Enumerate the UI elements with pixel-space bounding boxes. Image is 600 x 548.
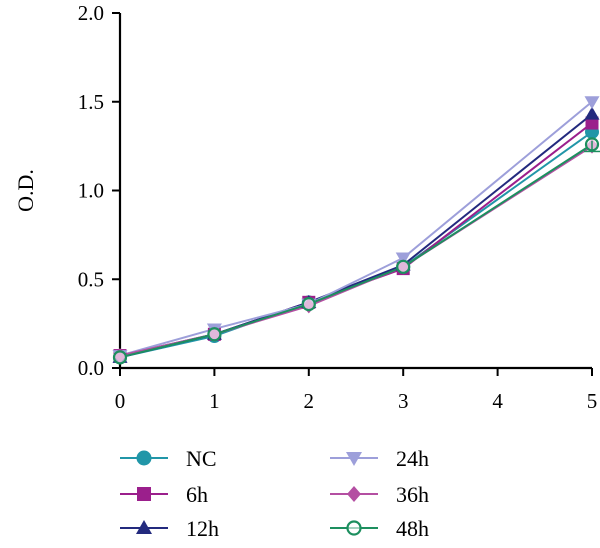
x-tick-label: 3 bbox=[398, 389, 409, 413]
series-markers-12h bbox=[112, 106, 600, 363]
series-markers-36h bbox=[113, 138, 599, 364]
x-tick-label: 1 bbox=[209, 389, 220, 413]
data-point-open-circle bbox=[301, 297, 316, 312]
legend-item-12h: 12h bbox=[120, 516, 219, 541]
legend-item-nc: NC bbox=[120, 446, 217, 471]
series-48h bbox=[119, 143, 593, 359]
series-markers-nc bbox=[113, 124, 599, 365]
data-point-open-circle bbox=[207, 327, 222, 342]
series-6h bbox=[119, 122, 593, 357]
series-line bbox=[119, 122, 593, 357]
data-point-triangle-up bbox=[136, 520, 152, 534]
data-point-triangle-down bbox=[584, 96, 600, 110]
legend-item-6h: 6h bbox=[120, 482, 208, 507]
legend-item-36h: 36h bbox=[330, 482, 429, 507]
series-markers-24h bbox=[112, 96, 600, 364]
y-tick-label: 0.0 bbox=[78, 356, 104, 380]
y-tick-label: 2.0 bbox=[78, 1, 104, 25]
data-point-circle bbox=[136, 450, 152, 466]
data-point-open-circle bbox=[346, 520, 362, 536]
x-tick-label: 0 bbox=[115, 389, 126, 413]
error-bars bbox=[584, 140, 600, 153]
data-point-square bbox=[585, 116, 599, 130]
series-nc bbox=[119, 131, 593, 359]
data-point-triangle-down bbox=[395, 252, 411, 266]
y-axis-title: O.D. bbox=[13, 169, 38, 212]
y-tick-label: 1.0 bbox=[78, 179, 104, 203]
series-12h bbox=[119, 113, 593, 359]
series-line bbox=[119, 100, 593, 357]
data-point-triangle-up bbox=[584, 106, 600, 120]
legend-label: NC bbox=[186, 446, 217, 471]
data-point-square bbox=[137, 487, 151, 501]
data-point-open-circle bbox=[112, 350, 128, 365]
series-line bbox=[119, 113, 593, 359]
data-point-open-circle bbox=[396, 259, 411, 274]
y-tick-label: 1.5 bbox=[78, 90, 104, 114]
axes: 0.0 0.5 1.0 1.5 2.0 0 1 2 3 4 5 O.D. bbox=[13, 1, 597, 413]
legend-label: 36h bbox=[396, 482, 429, 507]
legend: NC 6h 12h 24h 36h 48h bbox=[120, 446, 429, 541]
legend-item-24h: 24h bbox=[330, 446, 429, 471]
y-tick-label: 0.5 bbox=[78, 267, 104, 291]
x-tick-label: 4 bbox=[492, 389, 503, 413]
legend-label: 48h bbox=[396, 516, 429, 541]
legend-label: 6h bbox=[186, 482, 208, 507]
series-24h bbox=[119, 100, 593, 357]
series-markers-6h bbox=[113, 116, 599, 363]
data-point-triangle-down bbox=[346, 452, 362, 466]
series-line bbox=[119, 143, 593, 359]
legend-label: 12h bbox=[186, 516, 219, 541]
series-layer bbox=[112, 96, 600, 365]
data-point-diamond bbox=[347, 486, 361, 502]
series-markers-48h bbox=[112, 137, 600, 365]
legend-label: 24h bbox=[396, 446, 429, 471]
x-tick-label: 5 bbox=[587, 389, 598, 413]
legend-item-48h: 48h bbox=[330, 516, 429, 541]
x-tick-label: 2 bbox=[304, 389, 315, 413]
series-line bbox=[119, 131, 593, 359]
